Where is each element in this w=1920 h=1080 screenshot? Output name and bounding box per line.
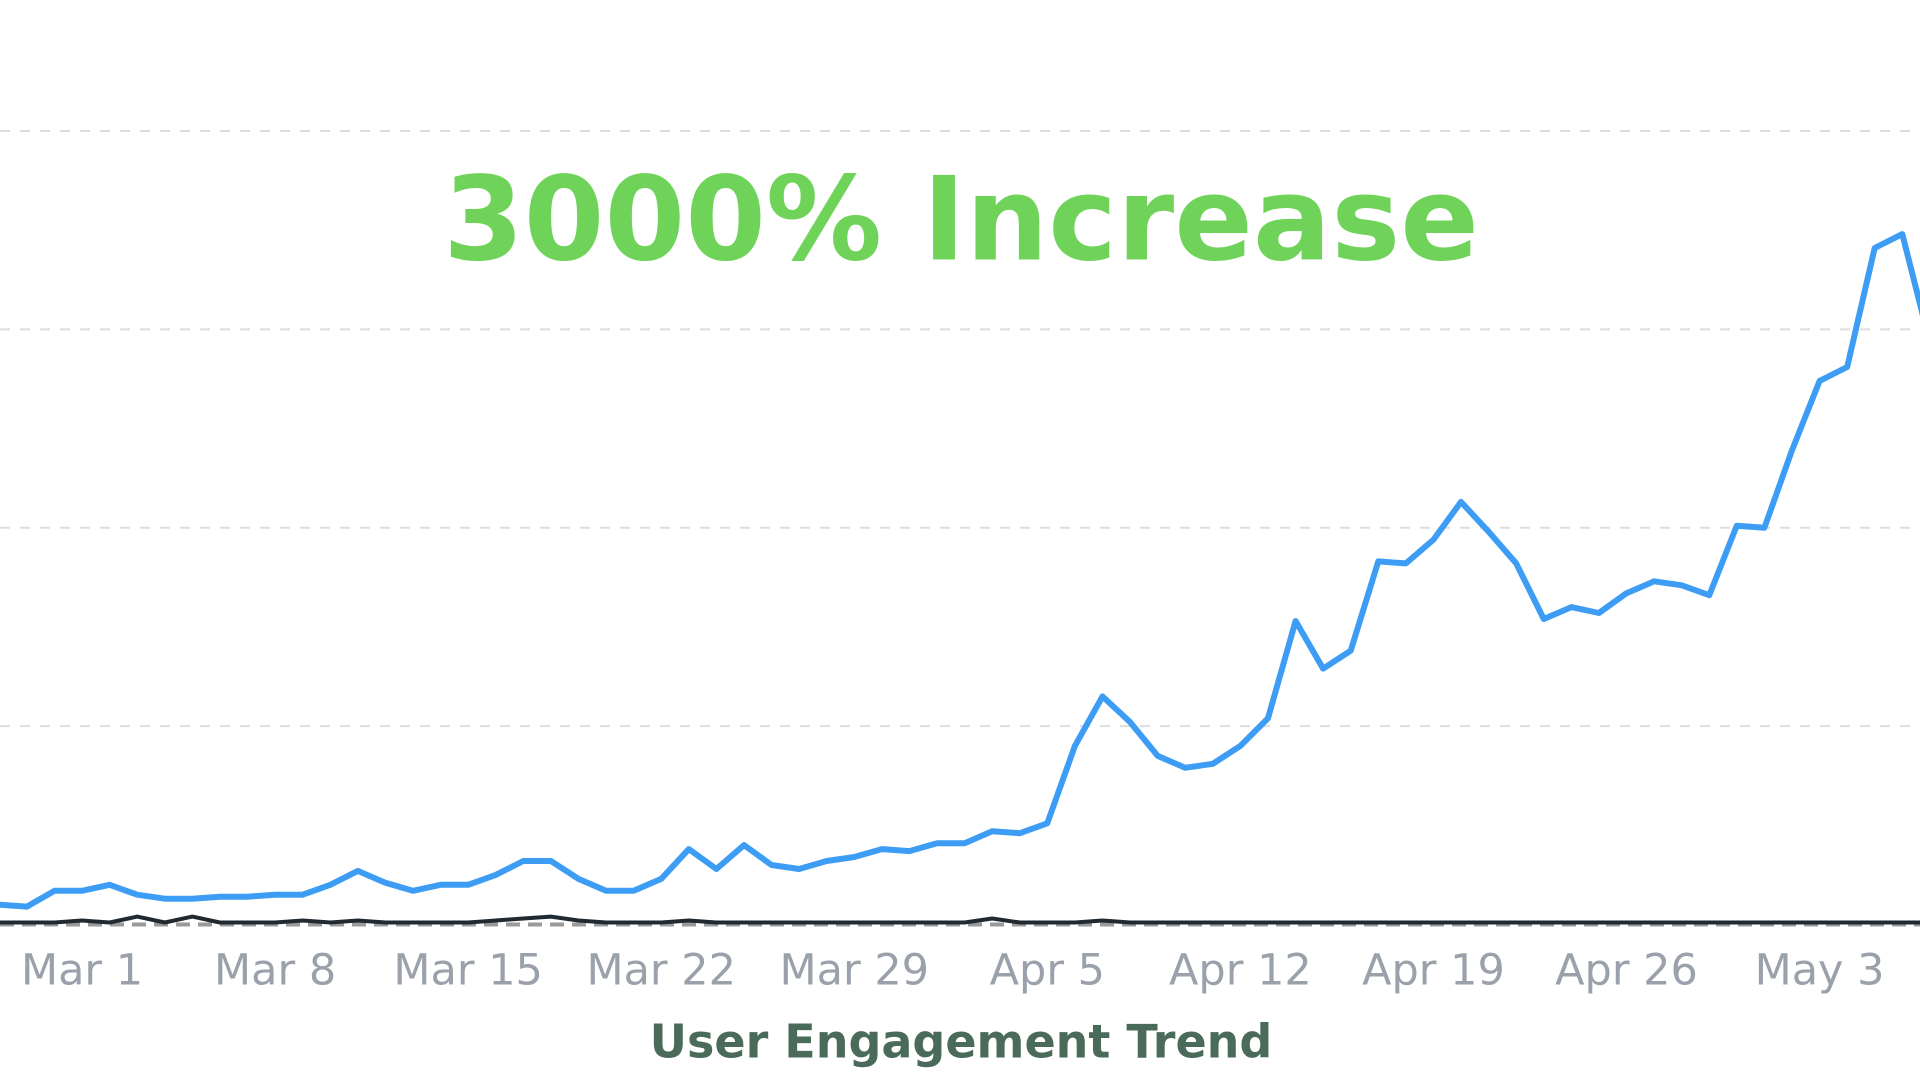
x-tick-label: Mar 1 — [21, 946, 143, 996]
x-tick-label: May 3 — [1755, 946, 1885, 996]
data-line — [0, 231, 1920, 910]
x-tick-label: Apr 12 — [1169, 946, 1312, 996]
chart-title: 3000% Increase — [443, 153, 1479, 288]
x-tick-label: Apr 5 — [990, 946, 1105, 996]
x-tick-label: Mar 8 — [214, 946, 336, 996]
data-line — [0, 914, 1920, 925]
x-tick-label: Apr 26 — [1555, 946, 1698, 996]
x-tick-label: Mar 15 — [393, 946, 543, 996]
x-tick-label: Mar 22 — [586, 946, 736, 996]
x-tick-label: Mar 29 — [780, 946, 930, 996]
x-tick-label: Apr 19 — [1362, 946, 1505, 996]
x-axis-label: User Engagement Trend — [650, 1015, 1273, 1069]
plot-area — [0, 129, 1920, 927]
